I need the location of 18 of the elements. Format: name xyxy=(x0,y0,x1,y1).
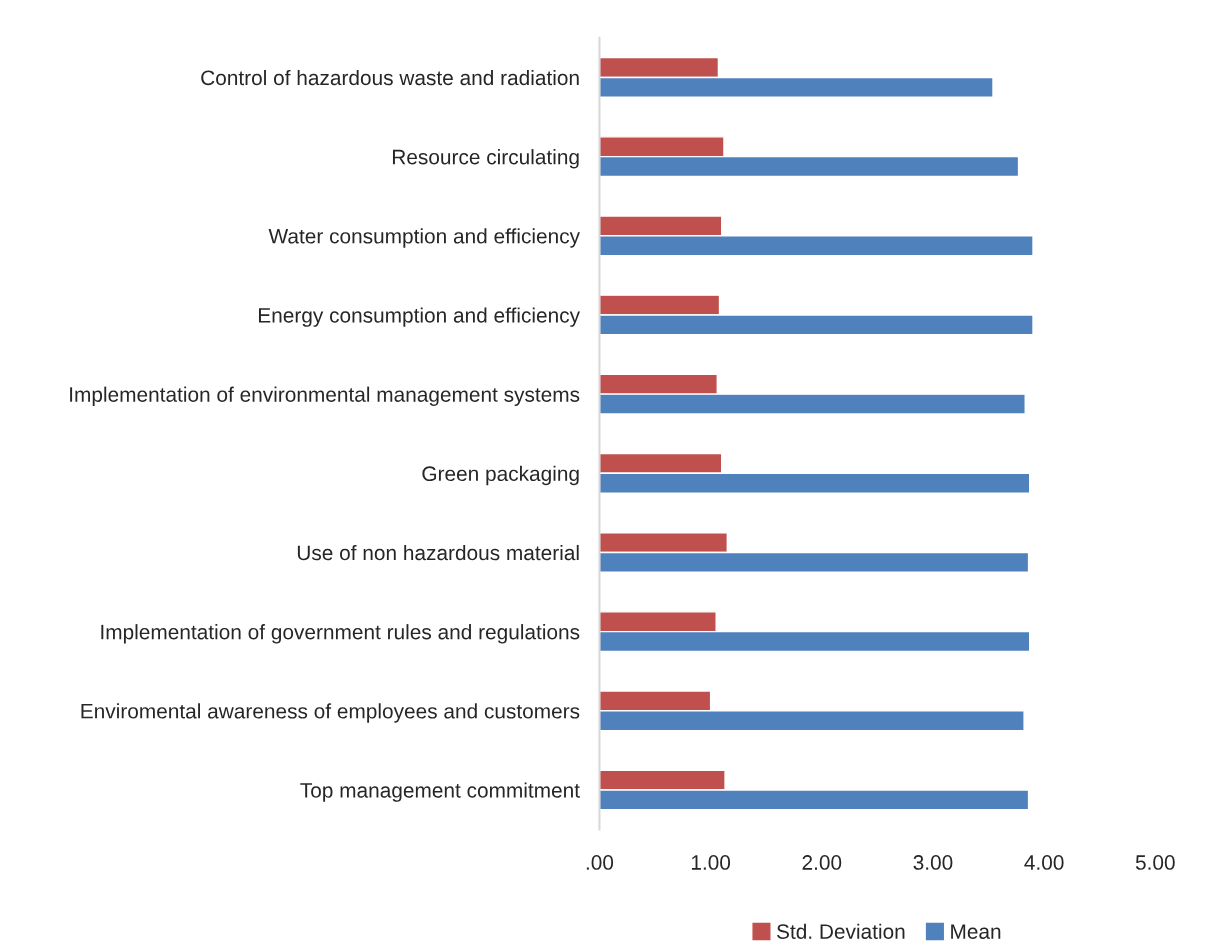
y-tick-label: Use of non hazardous material xyxy=(297,544,579,561)
x-tick-label: .00 xyxy=(586,855,614,870)
y-tick-label: Enviromental awareness of employees and customers xyxy=(81,703,580,723)
legend-label: Mean xyxy=(951,924,1001,939)
x-tick-label: 4.00 xyxy=(1024,855,1064,870)
y-tick-label: Implementation of environmental management systems xyxy=(70,386,580,407)
y-tick-label: Implementation of government rules and regulations xyxy=(101,624,580,644)
y-tick-label: Water consumption and efficiency xyxy=(268,228,580,248)
legend-label: Std. Deviation xyxy=(777,923,905,939)
y-tick-label: Energy consumption and efficiency xyxy=(258,307,580,327)
x-tick-label: 3.00 xyxy=(913,855,953,870)
x-tick-label: 1.00 xyxy=(691,855,731,870)
x-tick-label: 2.00 xyxy=(802,855,842,870)
y-tick-label: Top management commitment xyxy=(300,782,580,802)
y-tick-label: Resource circulating xyxy=(392,149,579,169)
x-tick-label: 5.00 xyxy=(1135,855,1175,870)
y-tick-label: Green packaging xyxy=(422,465,579,486)
y-tick-label: Control of hazardous waste and radiation xyxy=(201,69,579,86)
